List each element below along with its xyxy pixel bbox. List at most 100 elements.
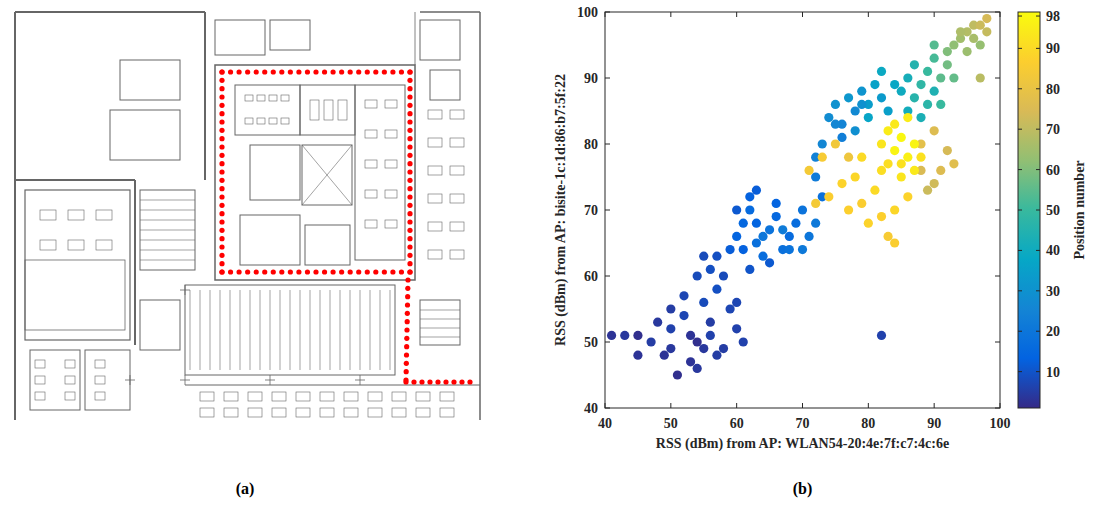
route-dot [254, 69, 259, 74]
route-dot [419, 379, 424, 384]
desk [96, 240, 112, 250]
stair-line [220, 290, 221, 370]
desk [416, 392, 430, 401]
scatter-point [857, 153, 866, 162]
scatter-point [712, 285, 721, 294]
desk [248, 408, 262, 417]
scatter-point [666, 324, 675, 333]
y-tick [995, 12, 1000, 13]
room [25, 260, 125, 330]
colorbar-tick [1036, 371, 1040, 372]
route-dot [407, 219, 412, 224]
scatter-point [620, 331, 629, 340]
stair-line [190, 290, 191, 370]
y-axis-title: RSS (dBm) from AP: bisite-1c:1d:86:b7:5f… [553, 74, 569, 346]
scatter-point [831, 139, 840, 148]
route-dot [405, 294, 410, 299]
route-dot [219, 211, 224, 216]
scatter-point [923, 100, 932, 109]
desk [428, 110, 442, 119]
desk [385, 100, 397, 108]
route-dot [219, 103, 224, 108]
scatter-point [851, 106, 860, 115]
route-dot [219, 69, 224, 74]
scatter-point [943, 47, 952, 56]
route-dot [219, 253, 224, 258]
route-dot [305, 69, 310, 74]
desk [296, 392, 310, 401]
room [110, 110, 180, 160]
desk [68, 210, 84, 220]
desk [96, 210, 112, 220]
desk [320, 392, 334, 401]
desk [416, 408, 430, 417]
room [355, 85, 405, 260]
colorbar-tick-labels: 10203040506070809098 [1046, 9, 1060, 380]
route-dot [405, 286, 410, 291]
route-dot [219, 203, 224, 208]
scatter-point [798, 245, 807, 254]
scatter-point [916, 153, 925, 162]
scatter-point [890, 80, 899, 89]
room [30, 350, 80, 410]
route-dot [411, 379, 416, 384]
route-dot [407, 244, 412, 249]
outer-wall [134, 180, 136, 345]
x-tick [1000, 403, 1001, 408]
desk [245, 118, 253, 124]
y-tick [995, 78, 1000, 79]
colorbar-tick-label: 20 [1046, 324, 1060, 339]
colorbar-tick [1018, 16, 1022, 17]
route-dot [365, 269, 370, 274]
route-dot [407, 203, 412, 208]
scatter-point [679, 311, 688, 320]
desk [450, 110, 464, 119]
route-dot [435, 379, 440, 384]
x-tick-label: 100 [990, 416, 1011, 431]
route-dot [404, 369, 409, 374]
desk [320, 408, 334, 417]
route-dot [219, 153, 224, 158]
colorbar-tick-label: 40 [1046, 243, 1060, 258]
colorbar-tick [1018, 250, 1022, 251]
stair-line [270, 290, 271, 370]
desk [365, 190, 377, 198]
x-tick [1000, 12, 1001, 17]
room [305, 225, 350, 265]
room [235, 85, 300, 135]
x-tick [736, 12, 737, 17]
scatter-point [798, 205, 807, 214]
route-dot [219, 144, 224, 149]
route-dot [219, 236, 224, 241]
floor-plan [15, 12, 480, 420]
route-dot [356, 69, 361, 74]
scatter-point [844, 153, 853, 162]
route-dot [219, 136, 224, 141]
desk [40, 240, 56, 250]
desk [281, 118, 289, 124]
route-dot [404, 327, 409, 332]
scatter-point [745, 192, 754, 201]
route-dot [404, 361, 409, 366]
outer-wall [15, 179, 135, 181]
column [185, 375, 186, 385]
scatter-point [910, 166, 919, 175]
route-dot [404, 344, 409, 349]
route-dot [254, 269, 259, 274]
scatter-point [673, 370, 682, 379]
scatter-point [877, 331, 886, 340]
scatter-point [686, 331, 695, 340]
scatter-point [923, 67, 932, 76]
scatter-point [883, 126, 892, 135]
desk [385, 160, 397, 168]
route-dot [443, 379, 448, 384]
stair-line [210, 290, 211, 370]
route-dot [219, 111, 224, 116]
scatter-point [811, 172, 820, 181]
scatter-point [633, 331, 642, 340]
scatter-point [666, 344, 675, 353]
route-dot [407, 78, 412, 83]
void [302, 145, 352, 205]
desk [368, 408, 382, 417]
scatter-point [877, 93, 886, 102]
